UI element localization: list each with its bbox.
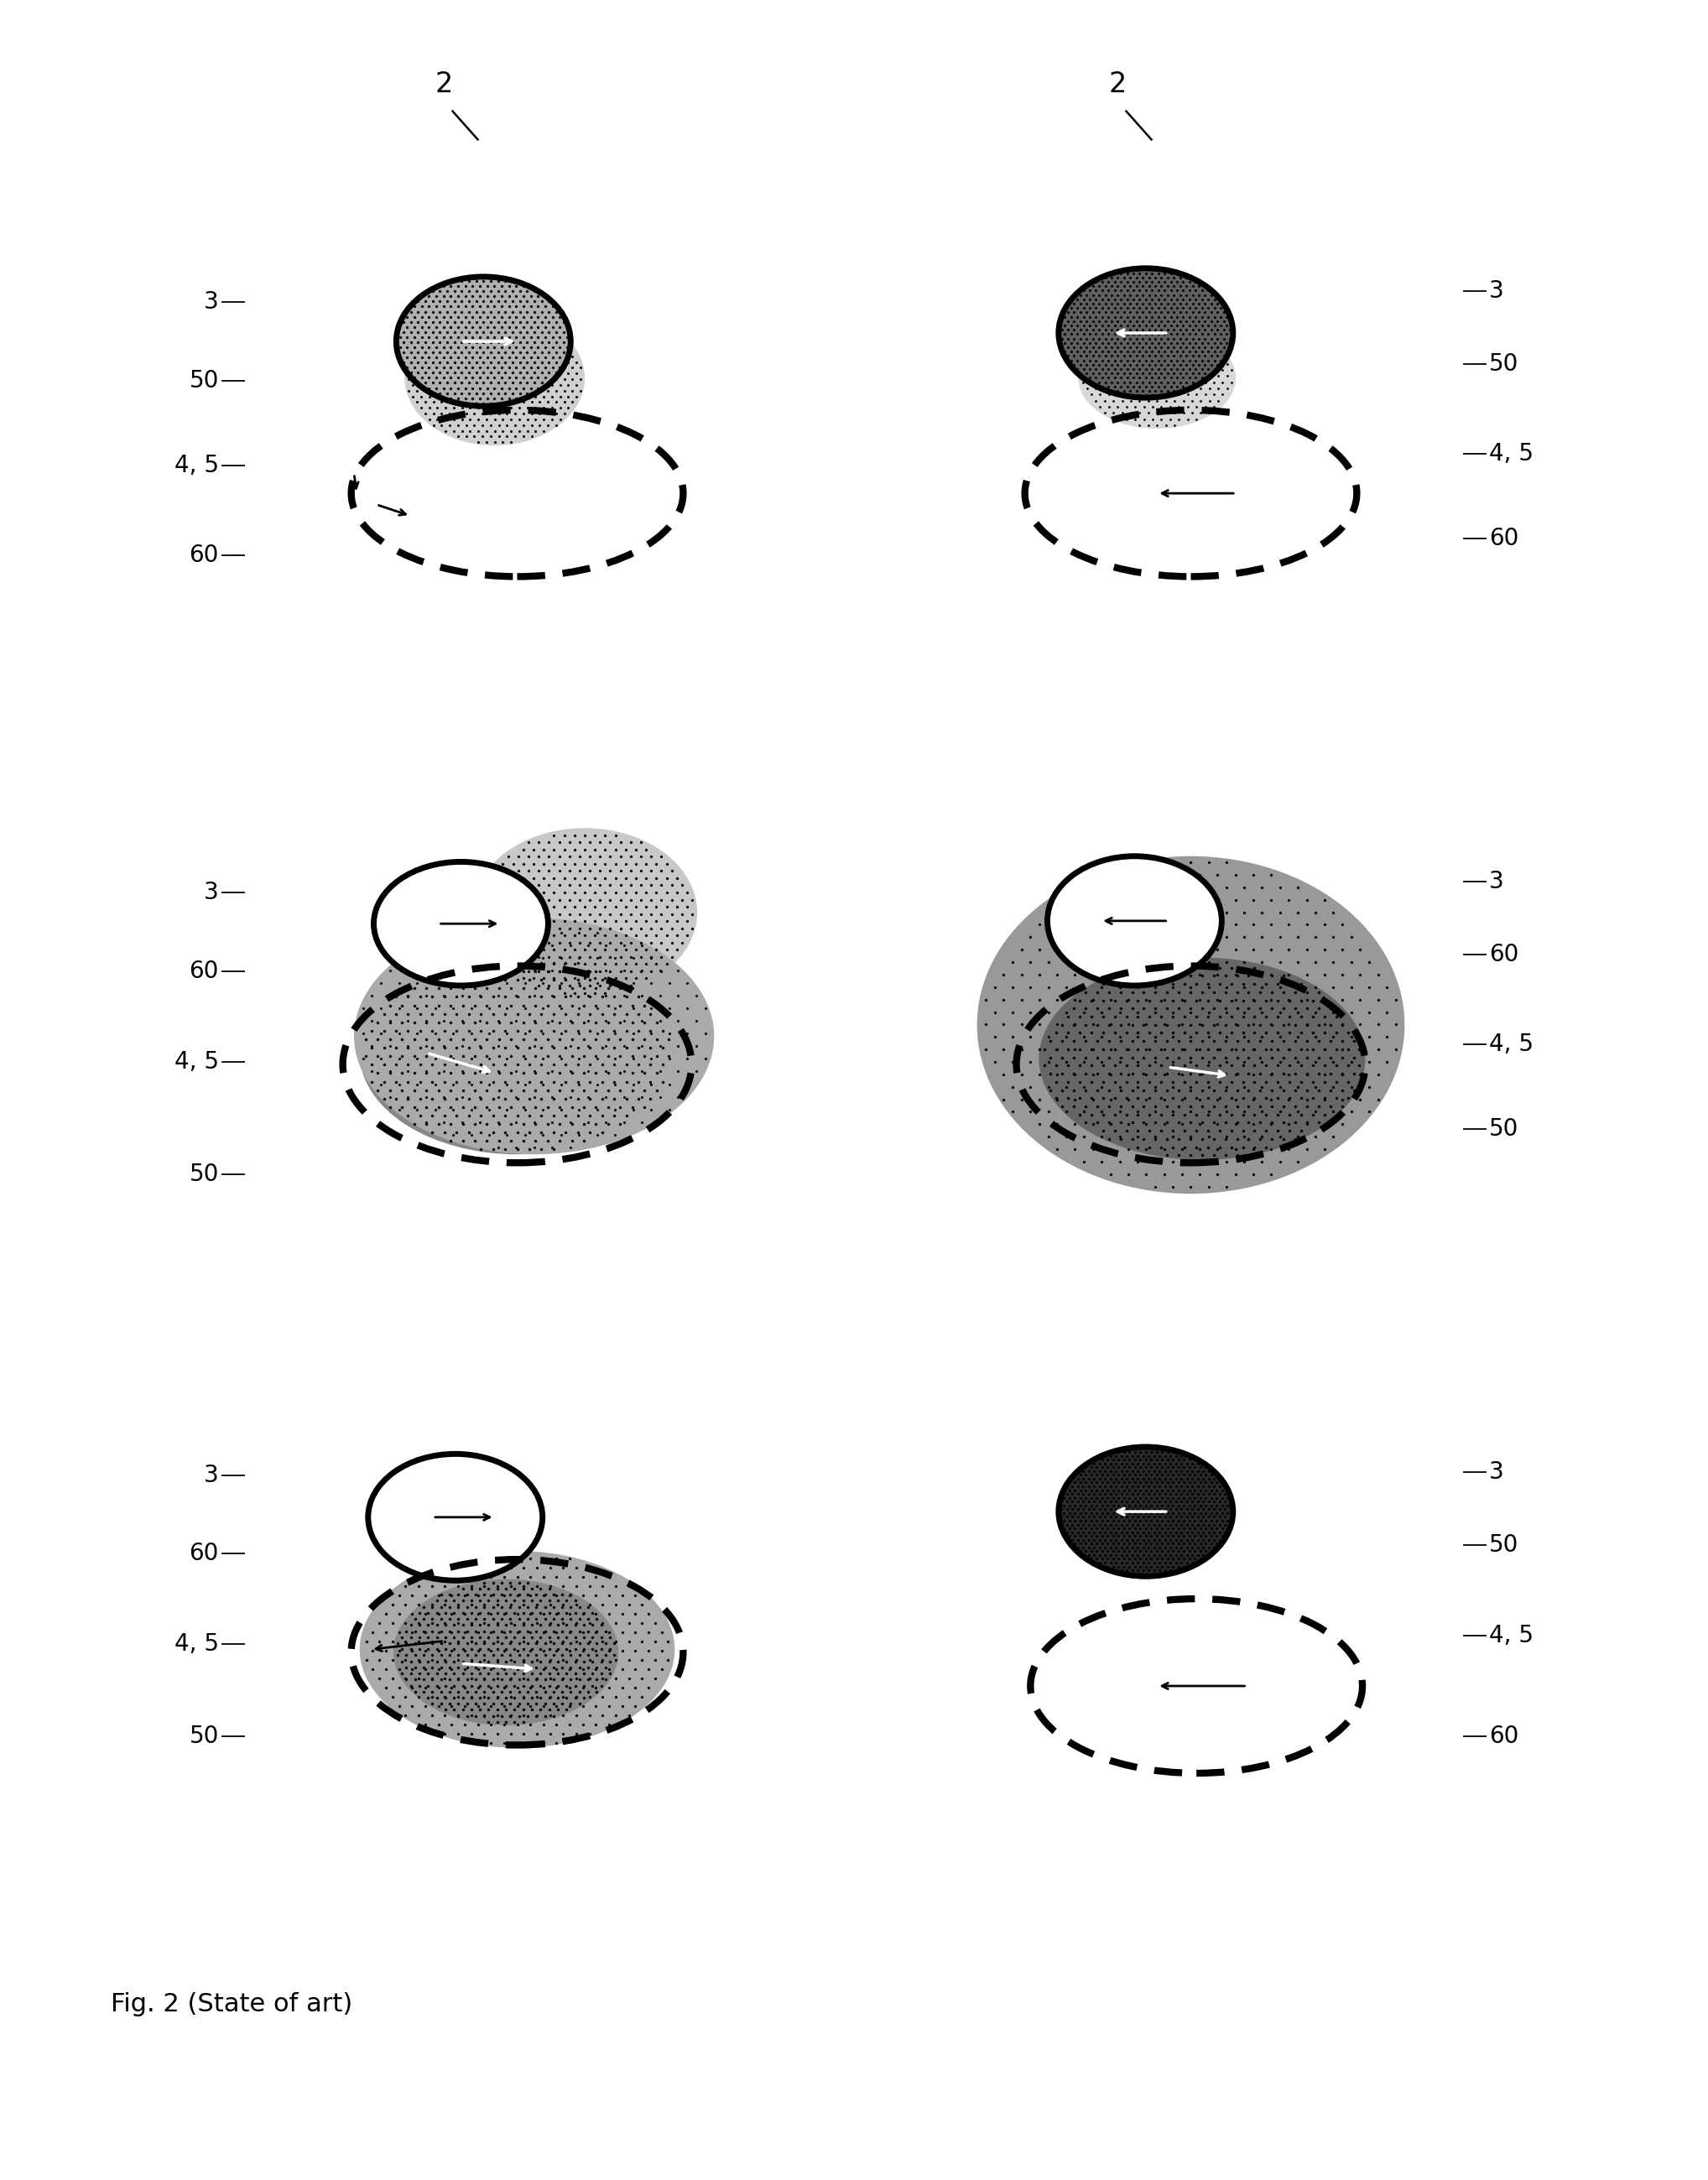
Polygon shape [280,196,760,704]
Text: c: c [270,783,285,809]
Ellipse shape [1078,338,1237,416]
Ellipse shape [369,1454,543,1580]
Text: f: f [943,1373,955,1400]
Text: 50: 50 [190,368,219,392]
Text: 50: 50 [1489,353,1518,375]
Ellipse shape [1059,268,1233,397]
Ellipse shape [374,861,548,985]
Ellipse shape [405,310,584,445]
Polygon shape [280,1378,760,1886]
Ellipse shape [396,277,570,405]
Text: 3: 3 [203,881,219,905]
Text: Fig. 2 (State of art): Fig. 2 (State of art) [111,1993,354,2016]
Polygon shape [955,787,1433,1295]
Text: 4, 5: 4, 5 [174,453,219,477]
Ellipse shape [1045,857,1225,985]
Text: a: a [270,192,287,218]
Ellipse shape [360,1550,675,1748]
Ellipse shape [354,918,714,1155]
Polygon shape [953,1378,1433,1886]
Ellipse shape [360,953,675,1155]
Polygon shape [280,787,760,1295]
Text: d: d [943,783,962,809]
Text: 50: 50 [190,1724,219,1748]
Text: 60: 60 [1489,528,1518,549]
Text: 4, 5: 4, 5 [1489,443,1534,467]
Text: 60: 60 [1489,1724,1518,1748]
Text: 50: 50 [1489,1533,1518,1557]
Text: 2: 2 [436,70,453,98]
Text: 3: 3 [203,1463,219,1487]
Text: 60: 60 [190,543,219,567]
Ellipse shape [1059,1448,1233,1576]
Text: 50: 50 [1489,1118,1518,1140]
Text: 3: 3 [203,290,219,314]
Text: 4, 5: 4, 5 [1489,1033,1534,1057]
Text: 4, 5: 4, 5 [174,1051,219,1073]
Text: 4, 5: 4, 5 [1489,1624,1534,1648]
Ellipse shape [1038,957,1365,1160]
Text: 3: 3 [1489,870,1505,894]
Ellipse shape [405,327,584,429]
Text: 60: 60 [1489,944,1518,966]
Ellipse shape [471,828,697,996]
Ellipse shape [1078,327,1237,429]
Text: 3: 3 [1489,279,1505,303]
Text: b: b [943,192,962,218]
Text: 4, 5: 4, 5 [174,1633,219,1655]
Ellipse shape [977,857,1404,1195]
Text: 60: 60 [190,959,219,983]
Text: 60: 60 [190,1541,219,1565]
Text: e: e [270,1373,287,1400]
Ellipse shape [393,1578,618,1724]
Text: 3: 3 [1489,1461,1505,1485]
Text: 2: 2 [1108,70,1127,98]
Polygon shape [953,196,1433,704]
Text: 50: 50 [190,1162,219,1186]
